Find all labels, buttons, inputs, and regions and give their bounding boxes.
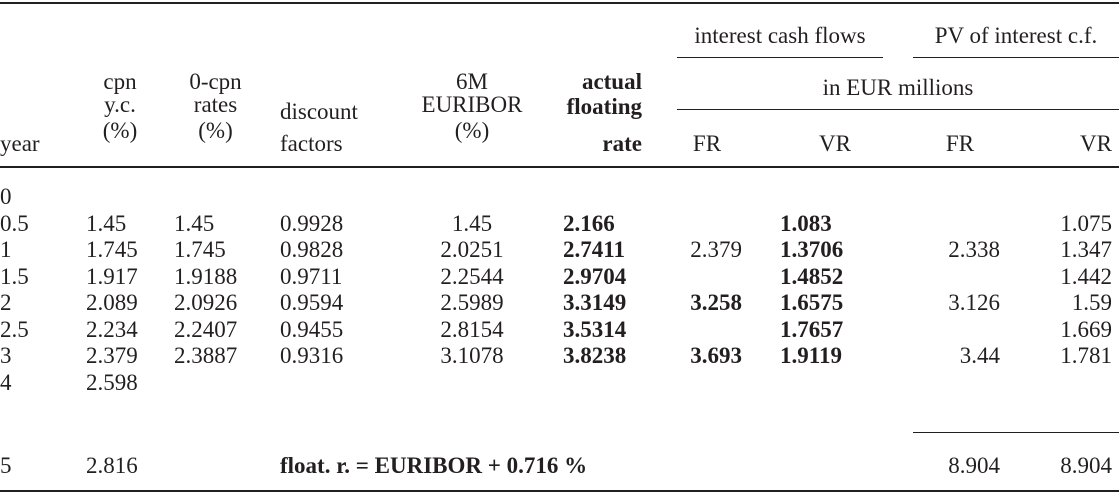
cpn-cell: 2.379 [86,343,138,368]
fr-cash-flow-cell: 2.379 [690,237,742,262]
fr-cash-flow-cell: 3.693 [690,343,742,368]
cash-flows-group-rule [677,57,883,58]
vr-cash-flow-cell: 1.083 [780,210,832,236]
zero-cpn-cell: 2.3887 [174,343,238,368]
year-cell: 0 [0,184,12,209]
euribor-cell: 2.2544 [440,263,504,289]
year-cell: 2.5 [0,316,29,342]
discount-header-line1: discount [280,99,358,124]
euribor-cell: 1.45 [451,210,493,236]
zero-cpn-cell: 2.0926 [174,290,238,315]
summary-year: 5 [0,453,12,478]
cpn-header-line3: (%) [102,118,138,143]
summary-cpn: 2.816 [86,453,138,478]
discount-factor-cell: 0.9711 [280,263,343,289]
vr-cash-flow-cell: 1.6575 [780,290,844,315]
euribor-header-line1: 6M [456,69,488,94]
vr-pv-cell: 1.075 [1060,210,1112,236]
pv-group-rule [913,57,1119,58]
discount-factor-cell: 0.9928 [280,210,344,236]
year-cell: 1 [0,237,12,262]
year-header: year [0,131,40,156]
vr-pv-cell: 1.669 [1060,316,1112,342]
floating-rate-cell: 2.9704 [563,263,627,289]
cpn-cell: 2.598 [86,369,138,395]
fr-cf-header: FR [692,131,722,156]
vr-cf-header: VR [819,131,851,156]
cpn-header-line2: y.c. [104,92,136,117]
cpn-cell: 2.089 [86,290,138,315]
cpn-cell: 2.234 [86,316,138,342]
year-cell: 0.5 [0,210,29,236]
euribor-header-line3: (%) [454,118,490,143]
zero-cpn-header-line1: 0-cpn [189,69,242,94]
floating-rate-cell: 2.7411 [563,237,625,262]
zero-cpn-header-line2: rates [193,92,238,117]
zero-cpn-header-line3: (%) [198,118,233,143]
cpn-cell: 1.745 [86,237,138,262]
fr-pv-cell: 2.338 [948,237,1000,262]
vr-cash-flow-cell: 1.4852 [780,263,844,289]
discount-factor-cell: 0.9455 [280,316,344,342]
cash-flows-group-header: interest cash flows [694,23,866,48]
cpn-header-line1: cpn [103,69,137,94]
fr-pv-total: 8.904 [948,453,1000,478]
euribor-cell: 2.0251 [440,237,504,262]
bottom-rule [0,490,1119,492]
cpn-cell: 1.917 [86,263,138,289]
header-rule [0,166,1119,168]
zero-cpn-cell: 1.745 [174,237,226,262]
vr-pv-cell: 1.442 [1060,263,1112,289]
euribor-header-line2: EURIBOR [421,92,523,117]
pv-group-header: PV of interest c.f. [934,23,1098,48]
euribor-cell: 2.8154 [440,316,504,342]
vr-pv-cell: 1.781 [1060,343,1112,368]
vr-pv-cell: 1.59 [1071,290,1112,315]
fr-pv-header: FR [945,131,975,156]
vr-pv-header: VR [1080,131,1112,156]
vr-pv-cell: 1.347 [1060,237,1112,262]
fr-cash-flow-cell: 3.258 [690,290,742,315]
discount-factor-cell: 0.9316 [280,343,344,368]
actual-floating-header-line2: floating [566,94,642,119]
euribor-cell: 3.1078 [440,343,504,368]
year-cell: 3 [0,343,12,368]
fr-pv-cell: 3.126 [948,290,1000,315]
total-rule [913,432,1119,433]
actual-floating-header-line3: rate [602,131,642,156]
year-cell: 1.5 [0,263,29,289]
units-header: in EUR millions [822,75,974,100]
actual-floating-header-line1: actual [581,69,642,94]
vr-cash-flow-cell: 1.9119 [780,343,842,368]
vr-cash-flow-cell: 1.7657 [780,316,844,342]
euribor-cell: 2.5989 [440,290,504,315]
discount-header-line2: factors [280,131,343,156]
fr-pv-cell: 3.44 [959,343,1000,368]
zero-cpn-cell: 1.9188 [174,263,238,289]
top-rule [0,2,1119,4]
floating-rate-cell: 3.5314 [563,316,627,342]
floating-rate-formula: float. r. = EURIBOR + 0.716 % [280,453,588,478]
year-cell: 2 [0,290,12,315]
zero-cpn-cell: 1.45 [174,210,215,236]
floating-rate-cell: 2.166 [563,210,615,236]
zero-cpn-cell: 2.2407 [174,316,238,342]
cpn-cell: 1.45 [86,210,127,236]
year-cell: 4 [0,369,12,395]
units-rule [677,109,1119,110]
discount-factor-cell: 0.9828 [280,237,344,262]
floating-rate-cell: 3.8238 [563,343,627,368]
vr-cash-flow-cell: 1.3706 [780,237,844,262]
floating-rate-cell: 3.3149 [563,290,627,315]
vr-pv-total: 8.904 [1060,453,1112,478]
discount-factor-cell: 0.9594 [280,290,344,315]
